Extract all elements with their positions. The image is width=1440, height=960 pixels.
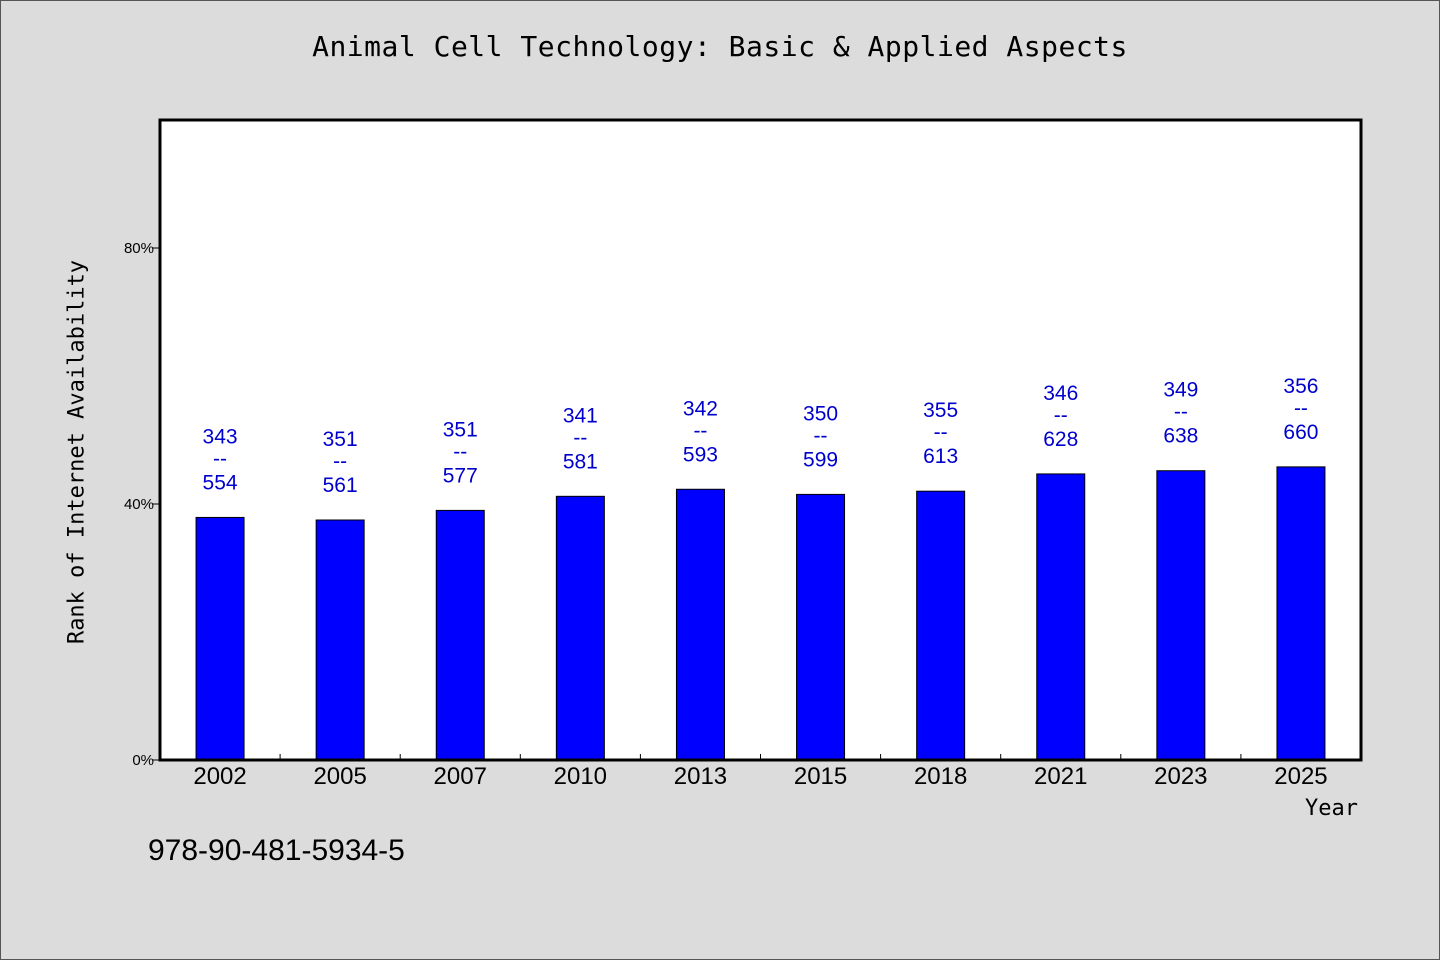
bar (435, 509, 485, 761)
bar-label-bottom: 599 (803, 448, 838, 471)
bar-label-top: 351 (443, 418, 478, 441)
bar-label-separator: -- (934, 421, 948, 444)
bar-label-separator: -- (814, 424, 828, 447)
y-tick-label: 0% (132, 752, 154, 769)
bar-label-top: 350 (803, 402, 838, 425)
bar-label-top: 342 (683, 397, 718, 420)
bar-label-bottom: 554 (203, 471, 238, 494)
x-tick-label: 2025 (1274, 763, 1327, 790)
x-tick-label: 2007 (434, 763, 487, 790)
bar-label-top: 346 (1043, 382, 1078, 405)
bar (1156, 470, 1206, 761)
bar-label-top: 343 (203, 425, 238, 448)
bar-label-separator: -- (1174, 401, 1188, 424)
x-tick-label: 2005 (313, 763, 366, 790)
bar-label-separator: -- (1294, 397, 1308, 420)
bar-label-bottom: 561 (323, 474, 358, 497)
bar-label-separator: -- (1054, 404, 1068, 427)
y-axis-title: Rank of Internet Availability (64, 259, 90, 645)
bar (796, 493, 846, 761)
bar-label-separator: -- (573, 426, 587, 449)
bar-label-top: 351 (323, 428, 358, 451)
bar-label-bottom: 638 (1163, 425, 1198, 448)
bar (675, 488, 725, 761)
x-tick-label: 2023 (1154, 763, 1207, 790)
bar (195, 516, 245, 761)
x-axis-title: Year (1305, 796, 1358, 821)
bar-label-bottom: 613 (923, 445, 958, 468)
x-tick-label: 2010 (554, 763, 607, 790)
bar-label-top: 355 (923, 399, 958, 422)
y-tick-label: 40% (124, 496, 154, 513)
x-tick-label: 2021 (1034, 763, 1087, 790)
bar-label-top: 341 (563, 404, 598, 427)
isbn-text: 978-90-481-5934-5 (148, 834, 405, 867)
plot-border (158, 118, 1363, 762)
bar (1276, 466, 1326, 761)
bar (555, 495, 605, 761)
bar (1036, 473, 1086, 761)
x-tick-label: 2013 (674, 763, 727, 790)
x-tick-label: 2018 (914, 763, 967, 790)
bar (315, 519, 365, 761)
bar-label-bottom: 581 (563, 450, 598, 473)
bar-label-bottom: 660 (1283, 421, 1318, 444)
bar (916, 490, 966, 761)
bar-label-separator: -- (693, 419, 707, 442)
bar-label-bottom: 593 (683, 443, 718, 466)
x-tick-label: 2015 (794, 763, 847, 790)
bar-label-separator: -- (213, 447, 227, 470)
bar-label-bottom: 628 (1043, 428, 1078, 451)
x-tick-label: 2002 (193, 763, 246, 790)
bar-label-separator: -- (453, 440, 467, 463)
y-tick-label: 80% (124, 240, 154, 257)
chart-title: Animal Cell Technology: Basic & Applied … (312, 30, 1128, 63)
bar-label-top: 356 (1283, 375, 1318, 398)
bar-label-top: 349 (1163, 379, 1198, 402)
bar-label-separator: -- (333, 450, 347, 473)
bar-label-bottom: 577 (443, 464, 478, 487)
